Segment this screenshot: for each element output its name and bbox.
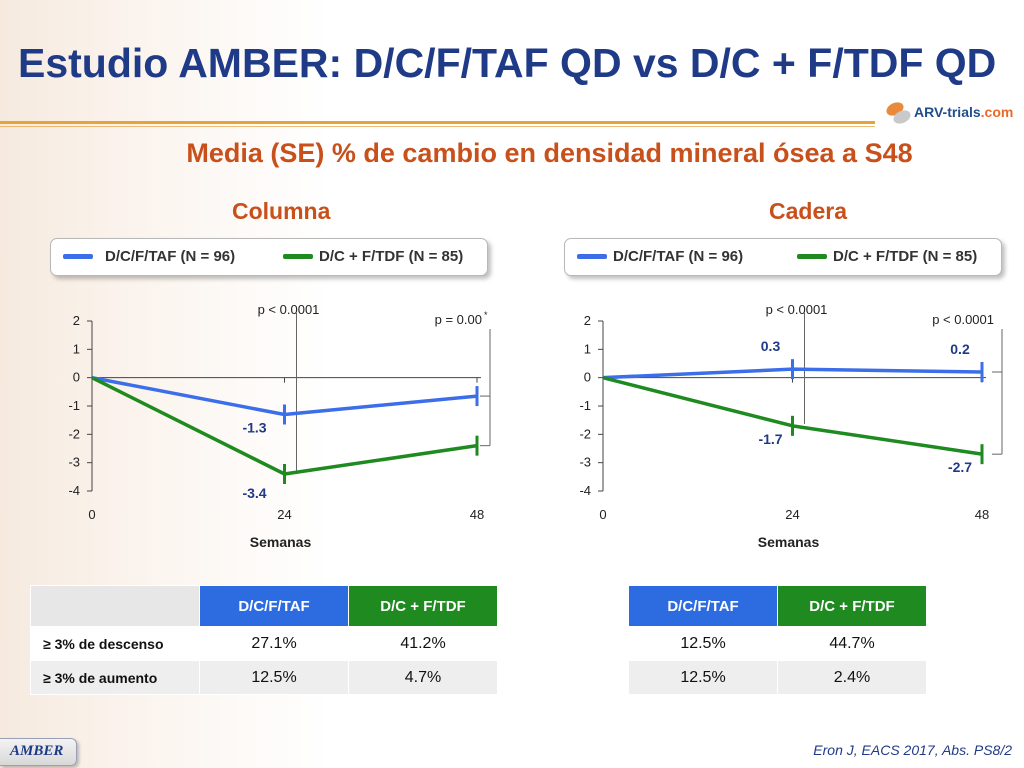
legend-cadera: D/C/F/TAF (N = 96) D/C + F/TDF (N = 85)	[564, 238, 1002, 276]
y-tick-label: -4	[68, 483, 80, 498]
legend-swatch-taf	[577, 254, 607, 259]
citation: Eron J, EACS 2017, Abs. PS8/2	[813, 742, 1012, 758]
cell-taf: 27.1%	[199, 626, 349, 661]
cell-taf: 12.5%	[628, 626, 778, 661]
x-tick-label: 48	[975, 507, 989, 522]
series-line-tdf	[91, 376, 478, 476]
y-tick-label: 0	[584, 370, 591, 385]
chart-cadera: 2 1 0 -1 -2 -3 -4 0 24 48 Semanas p < 0.0001 p < 0.0…	[579, 302, 1003, 550]
legend-label-taf: D/C/F/TAF (N = 96)	[105, 248, 236, 265]
p-value-footnote-mark: *	[484, 310, 488, 320]
y-tick-label: 1	[584, 341, 591, 356]
chart-columna: 2 1 0 -1 -2 -3 -4 0 24 48 Semanas p < 0.0001 p = 0.0…	[68, 302, 491, 550]
table-header-row: D/C/F/TAF D/C + F/TDF	[628, 585, 927, 627]
x-tick-label: 24	[277, 507, 291, 522]
amber-tab-label: AMBER	[10, 743, 64, 759]
panel-title-columna: Columna	[232, 198, 331, 224]
cell-taf: 12.5%	[199, 660, 349, 695]
cell-tdf: 41.2%	[348, 626, 498, 661]
y-tick-label: -1	[68, 398, 80, 413]
legend-swatch-tdf	[283, 254, 313, 259]
legend-label-taf: D/C/F/TAF (N = 96)	[613, 248, 744, 265]
p-value-label: p = 0.00	[435, 312, 482, 327]
arv-trials-logo: ARV-trials.com	[884, 96, 1016, 132]
x-axis-label: Semanas	[758, 534, 820, 550]
cell-tdf: 2.4%	[777, 660, 927, 695]
cell-tdf: 4.7%	[348, 660, 498, 695]
row-label: ≥ 3% de descenso	[30, 626, 200, 661]
data-label-tdf: -1.7	[758, 431, 782, 447]
table-cadera: D/C/F/TAF D/C + F/TDF 12.5% 44.7% 12.5% …	[628, 585, 927, 695]
chart-subtitle: Media (SE) % de cambio en densidad miner…	[186, 138, 913, 168]
table-header-blank	[30, 585, 200, 627]
title-underline-thin	[0, 126, 875, 127]
table-row: 12.5% 44.7%	[628, 626, 927, 661]
data-label-tdf: -2.7	[948, 459, 972, 475]
table-header-taf: D/C/F/TAF	[628, 585, 778, 627]
x-tick-label: 48	[470, 507, 484, 522]
logo-pills-icon	[886, 102, 911, 124]
row-label: ≥ 3% de aumento	[30, 660, 200, 695]
y-tick-label: -2	[68, 426, 80, 441]
table-header-taf: D/C/F/TAF	[199, 585, 349, 627]
data-label-tdf: -3.4	[242, 485, 266, 501]
data-label-taf: 0.3	[761, 338, 781, 354]
table-columna: D/C/F/TAF D/C + F/TDF ≥ 3% de descenso 2…	[30, 585, 498, 695]
x-tick-label: 0	[88, 507, 95, 522]
p-value-label: p < 0.0001	[258, 302, 320, 317]
logo-text: ARV-trials.com	[914, 104, 1013, 120]
x-axis-label: Semanas	[250, 534, 312, 550]
legend-label-tdf: D/C + F/TDF (N = 85)	[319, 248, 464, 265]
logo-suffix: .com	[980, 104, 1014, 120]
table-header-row: D/C/F/TAF D/C + F/TDF	[30, 585, 498, 627]
p-value-label: p < 0.0001	[932, 312, 994, 327]
x-tick-label: 0	[599, 507, 606, 522]
title-underline	[0, 121, 875, 124]
p-value-label: p < 0.0001	[766, 302, 828, 317]
table-row: ≥ 3% de aumento 12.5% 4.7%	[30, 660, 498, 695]
y-tick-label: 0	[73, 370, 80, 385]
data-label-taf: 0.2	[950, 341, 970, 357]
table-row: ≥ 3% de descenso 27.1% 41.2%	[30, 626, 498, 661]
cell-tdf: 44.7%	[777, 626, 927, 661]
y-tick-label: -1	[579, 398, 591, 413]
data-label-taf: -1.3	[242, 420, 266, 436]
table-header-tdf: D/C + F/TDF	[348, 585, 498, 627]
y-tick-label: 2	[73, 313, 80, 328]
slide-title: Estudio AMBER: D/C/F/TAF QD vs D/C + F/T…	[18, 40, 997, 86]
legend-swatch-taf	[63, 254, 93, 259]
panel-title-cadera: Cadera	[769, 198, 847, 224]
legend-swatch-tdf	[797, 254, 827, 259]
table-header-tdf: D/C + F/TDF	[777, 585, 927, 627]
legend-label-tdf: D/C + F/TDF (N = 85)	[833, 248, 978, 265]
amber-tab[interactable]: AMBER	[0, 738, 77, 766]
table-row: 12.5% 2.4%	[628, 660, 927, 695]
y-tick-label: -2	[579, 426, 591, 441]
y-tick-label: -4	[579, 483, 591, 498]
x-tick-label: 24	[785, 507, 799, 522]
y-tick-label: 2	[584, 313, 591, 328]
logo-name: ARV-trials	[914, 104, 981, 120]
y-tick-label: 1	[73, 341, 80, 356]
y-tick-label: -3	[68, 455, 80, 470]
cell-taf: 12.5%	[628, 660, 778, 695]
y-tick-label: -3	[579, 455, 591, 470]
legend-columna: D/C/F/TAF (N = 96) D/C + F/TDF (N = 85)	[50, 238, 488, 276]
